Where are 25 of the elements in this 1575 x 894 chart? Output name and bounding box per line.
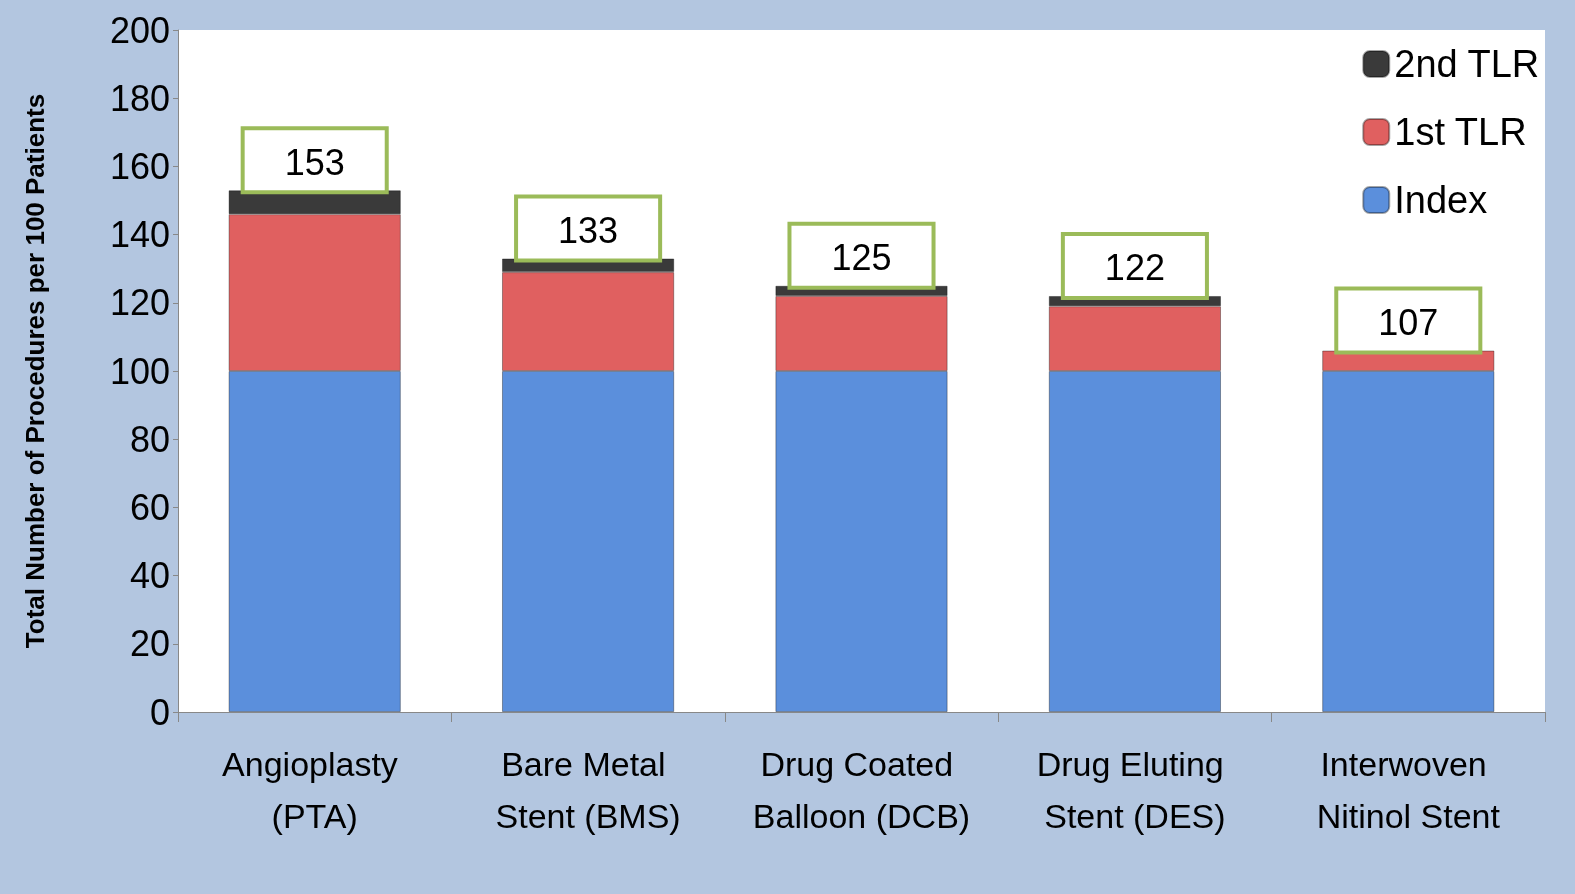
total-label: 122 xyxy=(1104,247,1165,289)
legend-label: 2nd TLR xyxy=(1394,43,1540,85)
y-tick-label: 20 xyxy=(129,623,170,665)
x-tick-label: Drug Eluting Stent (DES) xyxy=(1036,745,1234,835)
total-label: 153 xyxy=(284,141,345,183)
y-tick-label: 200 xyxy=(109,9,170,51)
total-label: 133 xyxy=(558,209,619,251)
x-tick-label: Bare Metal Stent (BMS) xyxy=(495,745,681,835)
y-tick-label: 120 xyxy=(109,282,170,324)
y-tick-label: 100 xyxy=(109,350,170,392)
y-tick-label: 80 xyxy=(129,418,170,460)
y-tick-label: 160 xyxy=(109,145,170,187)
x-tick-label: Drug Coated Balloon (DCB) xyxy=(752,745,971,835)
y-tick-label: 40 xyxy=(129,555,170,597)
legend-label: Index xyxy=(1394,179,1488,221)
y-tick-label: 180 xyxy=(109,77,170,119)
legend-label: 1st TLR xyxy=(1394,111,1527,153)
y-axis-title: Total Number of Procedures per 100 Patients xyxy=(20,93,50,649)
x-tick-label: Angioplasty (PTA) xyxy=(222,745,408,835)
y-tick-label: 0 xyxy=(149,691,170,733)
y-tick-label: 140 xyxy=(109,214,170,256)
x-tick-label: Interwoven Nitinol Stent xyxy=(1316,745,1501,835)
total-label: 125 xyxy=(831,237,892,279)
y-tick-label: 60 xyxy=(129,486,170,528)
total-label: 107 xyxy=(1378,302,1439,344)
